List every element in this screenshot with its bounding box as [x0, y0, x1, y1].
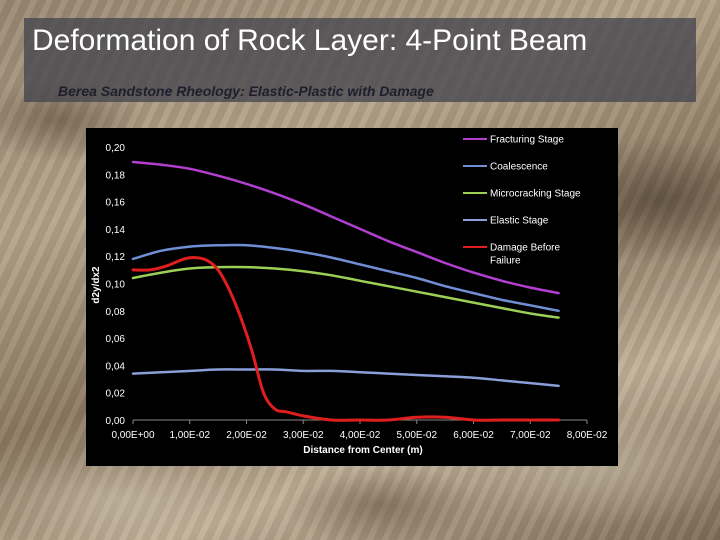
- title-band: [24, 18, 696, 102]
- y-tick-label: 0,18: [106, 170, 126, 181]
- y-tick-label: 0,20: [106, 143, 126, 154]
- x-tick-label: 0,00E+00: [111, 430, 155, 441]
- series-line-fracturing-stage: [131, 160, 560, 295]
- x-tick-label: 5,00E-02: [396, 430, 437, 441]
- x-tick-label: 7,00E-02: [510, 430, 551, 441]
- x-tick-label: 1,00E-02: [169, 430, 210, 441]
- legend-label-microcracking-stage: Microcracking Stage: [490, 189, 581, 200]
- y-tick-label: 0,08: [106, 307, 126, 318]
- y-axis-label: d2y/dx2: [91, 266, 102, 304]
- slide-title: Deformation of Rock Layer: 4-Point Beam: [32, 24, 588, 57]
- x-tick-label: 6,00E-02: [453, 430, 494, 441]
- series-line-coalescence: [131, 243, 560, 313]
- x-tick-label: 8,00E-02: [567, 430, 608, 441]
- series-lines: [131, 160, 561, 422]
- legend-label-coalescence: Coalescence: [490, 162, 548, 173]
- y-tick-label: 0,04: [106, 361, 126, 372]
- y-tick-label: 0,12: [106, 252, 126, 263]
- x-axis-label: Distance from Center (m): [303, 445, 422, 456]
- x-tick-label: 4,00E-02: [340, 430, 381, 441]
- chart-background: [86, 128, 618, 466]
- legend-label-fracturing-stage: Fracturing Stage: [490, 135, 564, 146]
- legend-label-damage-before-failure: Damage Before Failure: [490, 243, 560, 267]
- series-line-damage-before-failure: [131, 255, 561, 422]
- slide-subtitle: Berea Sandstone Rheology: Elastic-Plasti…: [58, 83, 434, 99]
- x-tick-label: 3,00E-02: [283, 430, 324, 441]
- y-tick-label: 0,00: [106, 416, 126, 427]
- x-tick-label: 2,00E-02: [226, 430, 267, 441]
- legend-label-elastic-stage: Elastic Stage: [490, 216, 549, 227]
- y-tick-label: 0,02: [106, 389, 126, 400]
- y-tick-label: 0,10: [106, 280, 126, 291]
- x-axis-ticks: 0,00E+00 1,00E-02 2,00E-02 3,00E-02 4,00E-02…: [111, 420, 608, 441]
- y-tick-label: 0,06: [106, 334, 126, 345]
- y-tick-label: 0,14: [106, 225, 126, 236]
- series-line-elastic-stage: [131, 368, 560, 388]
- y-tick-label: 0,16: [106, 198, 126, 209]
- y-axis-ticks: 0,00 0,02 0,04 0,06 0,08 0,10 0,12 0,14 0,16 0,18…: [106, 143, 126, 427]
- legend: Fracturing Stage Coalescence Microcracking…: [463, 135, 581, 267]
- series-line-microcracking-stage: [131, 265, 560, 319]
